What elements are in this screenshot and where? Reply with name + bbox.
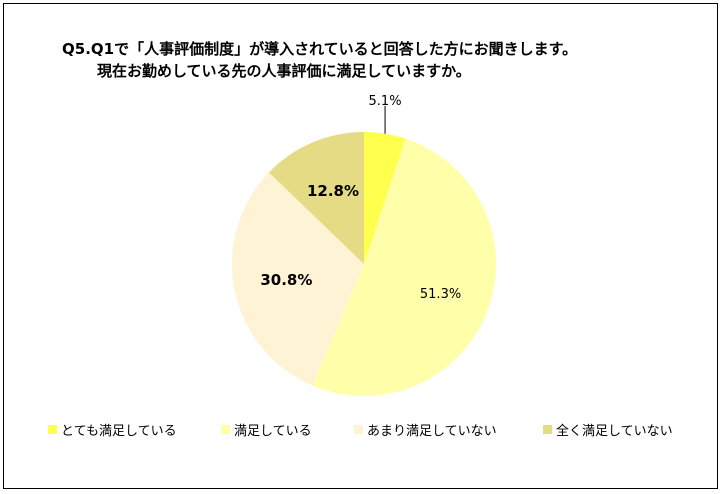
legend-item-not-satisfied-at-all: 全く満足していない bbox=[543, 420, 673, 439]
legend-label: あまり満足していない bbox=[367, 424, 497, 439]
legend-swatch bbox=[221, 425, 230, 434]
data-label-not-very-satisfied: 30.8% bbox=[260, 271, 312, 289]
legend-item-very-satisfied: とても満足している bbox=[48, 420, 177, 439]
legend-label: 全く満足していない bbox=[556, 424, 673, 439]
legend-swatch bbox=[48, 425, 57, 434]
slice-not-very-satisfied bbox=[231, 172, 364, 386]
legend-label: とても満足している bbox=[61, 424, 177, 439]
chart-title-line2: 現在お勤めしている先の人事評価に満足していますか。 bbox=[97, 62, 471, 80]
slice-very-satisfied bbox=[364, 132, 406, 264]
chart-title-line1: Q5.Q1で「人事評価制度」が導入されていると回答した方にお聞きします。 bbox=[62, 40, 578, 58]
legend-item-not-very-satisfied: あまり満足していない bbox=[354, 420, 497, 439]
data-label-satisfied: 51.3% bbox=[420, 287, 461, 302]
slice-not-satisfied-at-all bbox=[268, 132, 364, 264]
legend-swatch bbox=[543, 425, 552, 434]
legend-swatch bbox=[354, 425, 363, 434]
legend-item-satisfied: 満足している bbox=[221, 420, 312, 439]
legend: とても満足している 満足している あまり満足していない 全く満足していない bbox=[0, 420, 723, 440]
legend-label: 満足している bbox=[234, 424, 312, 439]
data-label-not-satisfied-at-all: 12.8% bbox=[307, 182, 359, 200]
slice-satisfied bbox=[312, 138, 496, 396]
data-label-very-satisfied: 5.1% bbox=[369, 94, 402, 109]
